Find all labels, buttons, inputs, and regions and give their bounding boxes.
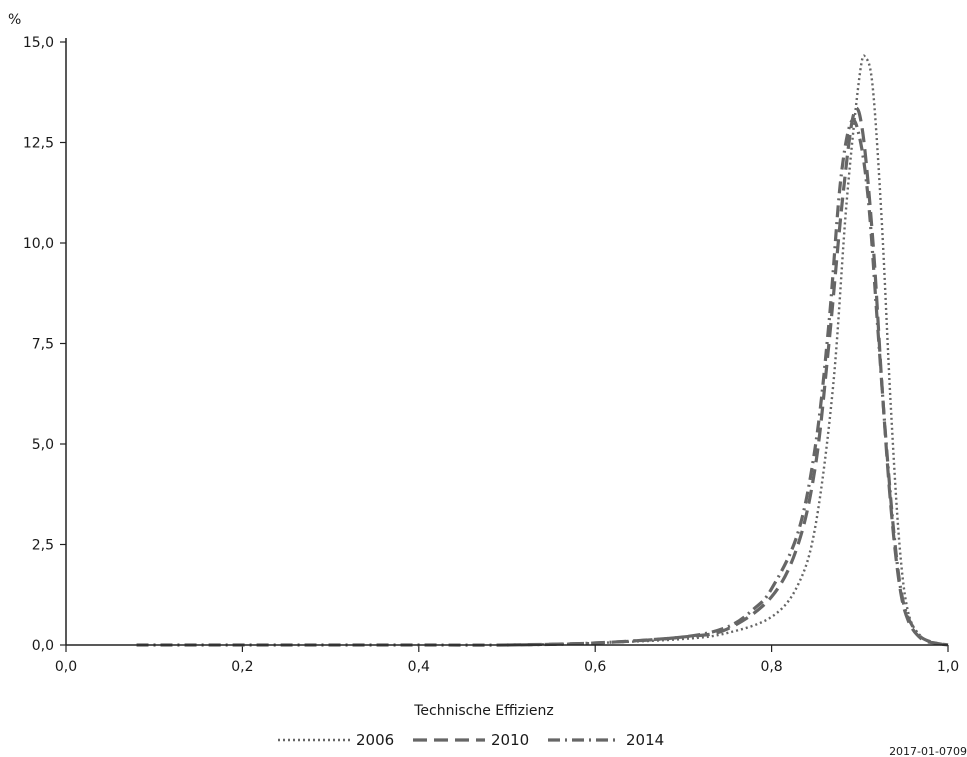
legend-label-2014: 2014 <box>626 731 664 749</box>
series-line-2006 <box>506 54 949 647</box>
legend-label-2010: 2010 <box>491 731 529 749</box>
x-tick-label: 0,0 <box>55 659 77 675</box>
series-line-2014 <box>136 118 949 647</box>
y-tick-label: 12,5 <box>23 136 54 152</box>
x-tick-label: 0,4 <box>408 659 430 675</box>
x-axis-title: Technische Effizienz <box>413 703 554 719</box>
x-tick-label: 0,8 <box>760 659 782 675</box>
y-tick-label: 2,5 <box>32 538 54 554</box>
x-axis-ticks: 0,0 0,2 0,4 0,6 0,8 1,0 <box>55 645 959 675</box>
series-lines <box>136 54 949 647</box>
y-tick-label: 10,0 <box>23 236 54 252</box>
y-axis-unit-label: % <box>8 12 21 28</box>
y-tick-label: 0,0 <box>32 638 54 654</box>
x-tick-label: 0,6 <box>584 659 606 675</box>
x-tick-label: 0,2 <box>231 659 253 675</box>
y-tick-label: 15,0 <box>23 35 54 51</box>
x-tick-label: 1,0 <box>937 659 959 675</box>
series-line-2010 <box>506 106 949 647</box>
legend-label-2006: 2006 <box>356 731 394 749</box>
legend: 2006 2010 2014 <box>278 731 664 749</box>
y-tick-label: 5,0 <box>32 437 54 453</box>
y-axis-ticks: 0,0 2,5 5,0 7,5 10,0 12,5 15,0 <box>23 35 66 654</box>
footnote-code: 2017-01-0709 <box>889 745 967 757</box>
y-tick-label: 7,5 <box>32 337 54 353</box>
